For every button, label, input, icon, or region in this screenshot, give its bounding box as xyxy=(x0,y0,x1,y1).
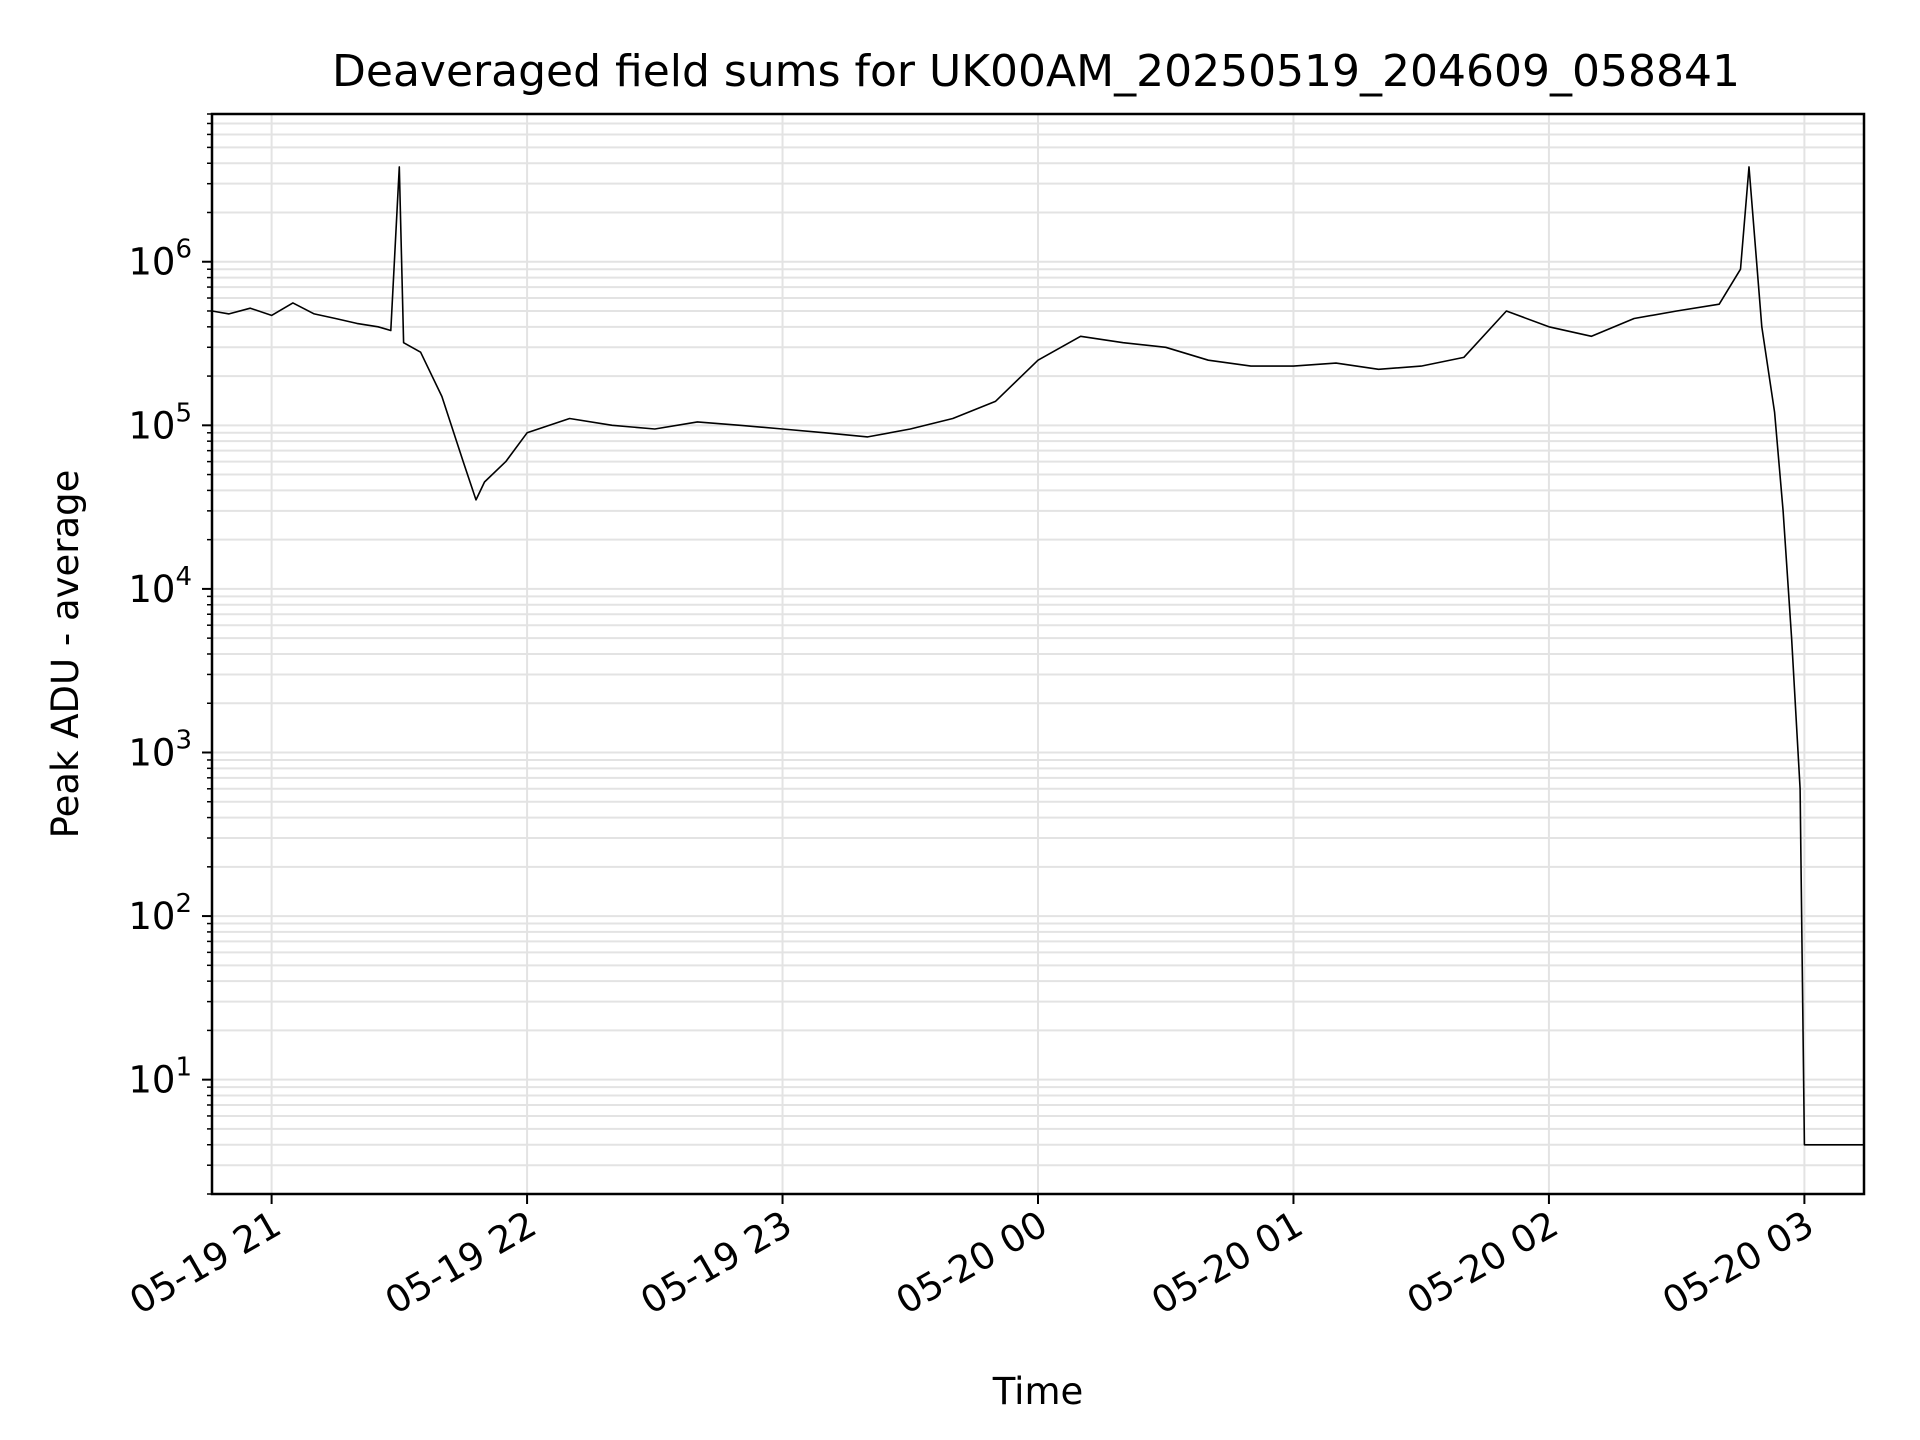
x-tick-label: 05-19 22 xyxy=(378,1203,544,1323)
y-axis: 101 102 103 104 105 106 xyxy=(128,113,212,1195)
y-tick-label: 101 xyxy=(128,1053,192,1102)
y-tick-label: 104 xyxy=(128,562,192,611)
y-tick-label: 102 xyxy=(128,889,192,938)
chart-title: Deaveraged field sums for UK00AM_2025051… xyxy=(332,46,1740,97)
x-axis: 05-19 21 05-19 22 05-19 23 05-20 00 05-20 01… xyxy=(123,1194,1821,1323)
y-tick-label: 106 xyxy=(128,235,192,284)
x-tick-label: 05-20 02 xyxy=(1400,1203,1566,1323)
x-tick-label: 05-19 21 xyxy=(123,1203,289,1323)
x-axis-label: Time xyxy=(992,1370,1084,1413)
x-tick-label: 05-20 03 xyxy=(1655,1203,1821,1323)
series-line xyxy=(211,166,1864,1146)
x-tick-label: 05-19 23 xyxy=(633,1203,799,1323)
y-tick-label: 103 xyxy=(128,725,192,774)
x-tick-label: 05-20 01 xyxy=(1144,1203,1310,1323)
x-tick-label: 05-20 00 xyxy=(889,1203,1055,1323)
series-layer xyxy=(211,166,1864,1146)
grid xyxy=(212,113,1864,1195)
y-tick-label: 105 xyxy=(128,398,192,447)
y-axis-label: Peak ADU - average xyxy=(44,470,87,839)
